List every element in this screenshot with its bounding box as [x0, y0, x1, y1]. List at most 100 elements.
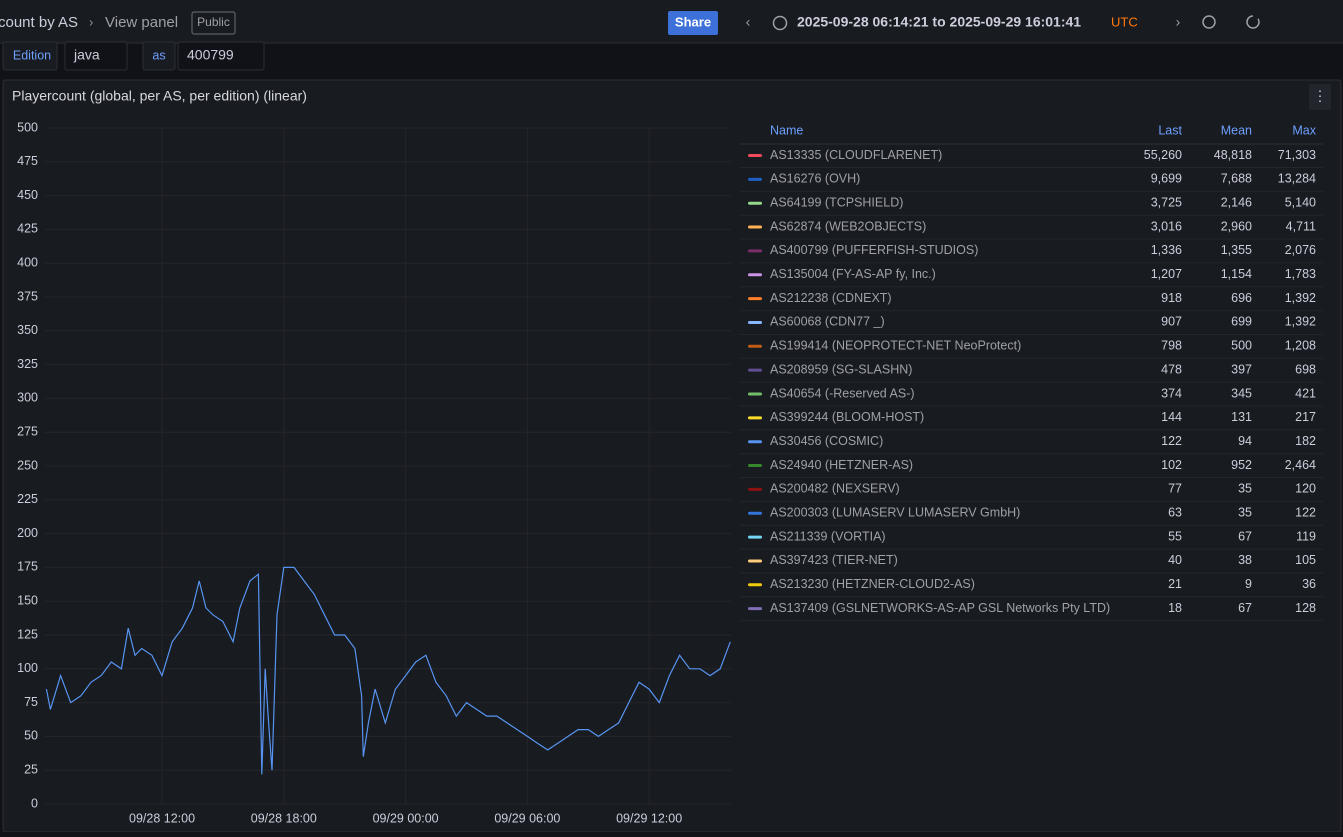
legend-max: 128: [1295, 601, 1316, 615]
badge: Public: [197, 15, 230, 29]
legend-mean: 1,154: [1221, 267, 1252, 281]
legend-swatch: [748, 344, 762, 348]
legend-swatch: [748, 297, 762, 301]
next-button[interactable]: ›: [1176, 14, 1181, 30]
x-tick-label: 09/29 12:00: [616, 811, 682, 825]
legend-swatch: [748, 607, 762, 611]
y-tick-label: 125: [17, 627, 38, 641]
legend-name: AS30456 (COSMIC): [770, 434, 883, 448]
chevron: ›: [89, 14, 93, 29]
legend-swatch: [748, 225, 762, 229]
legend-name: AS397423 (TIER-NET): [770, 553, 898, 567]
legend-header: Mean: [1221, 123, 1252, 137]
y-tick-label: 300: [17, 391, 38, 405]
view-panel[interactable]: View panel: [105, 14, 178, 31]
legend-swatch: [748, 583, 762, 587]
y-tick-label: 400: [17, 255, 38, 269]
legend-swatch: [748, 559, 762, 563]
legend-mean: 7,688: [1221, 172, 1252, 186]
legend-max: 217: [1295, 410, 1316, 424]
prev-button[interactable]: ‹: [746, 14, 751, 30]
legend-last: 907: [1161, 315, 1182, 329]
legend-swatch: [748, 487, 762, 491]
legend-last: 9,699: [1151, 172, 1182, 186]
refresh[interactable]: [1246, 15, 1260, 29]
legend-mean: 500: [1231, 339, 1252, 353]
x-tick-label: 09/29 06:00: [494, 811, 560, 825]
legend-mean: 67: [1238, 601, 1252, 615]
time-range[interactable]: 2025-09-28 06:14:21 to 2025-09-29 16:01:…: [797, 14, 1081, 30]
legend-max: 5,140: [1285, 195, 1316, 209]
legend-name: AS199414 (NEOPROTECT-NET NeoProtect): [770, 339, 1021, 353]
legend-name: AS40654 (-Reserved AS-): [770, 386, 915, 400]
legend-swatch: [748, 177, 762, 181]
legend-max: 1,392: [1285, 315, 1316, 329]
filter-select[interactable]: [177, 41, 265, 71]
filter-label-box: [142, 41, 176, 71]
legend-mean: 48,818: [1214, 148, 1252, 162]
y-tick-label: 375: [17, 289, 38, 303]
legend-mean: 397: [1231, 362, 1252, 376]
legend-last: 55,260: [1144, 148, 1182, 162]
breadcrumb[interactable]: count by AS: [0, 14, 78, 31]
panel-title: Playercount (global, per AS, per edition…: [12, 88, 307, 104]
x-tick-label: 09/29 00:00: [373, 811, 439, 825]
badge-box: [191, 11, 236, 35]
legend-swatch: [748, 535, 762, 539]
legend-mean: 952: [1231, 458, 1252, 472]
legend-max: 36: [1302, 577, 1316, 591]
legend-swatch: [748, 511, 762, 515]
legend-last: 3,016: [1151, 219, 1182, 233]
legend-name: AS137409 (GSLNETWORKS-AS-AP GSL Networks…: [770, 601, 1110, 615]
legend-max: 182: [1295, 434, 1316, 448]
legend-swatch: [748, 201, 762, 205]
legend-header: Max: [1292, 123, 1316, 137]
legend-max: 13,284: [1278, 172, 1316, 186]
legend-mean: 345: [1231, 386, 1252, 400]
filter-label-box: [2, 41, 58, 71]
legend-mean: 67: [1238, 529, 1252, 543]
legend-header: Name: [770, 123, 803, 137]
legend-swatch: [748, 273, 762, 277]
y-tick-label: 75: [24, 695, 38, 709]
legend-max: 119: [1296, 529, 1316, 543]
timezone[interactable]: UTC: [1111, 14, 1138, 29]
panel-menu[interactable]: [1309, 84, 1331, 110]
legend-last: 918: [1161, 291, 1182, 305]
legend-mean: 699: [1231, 315, 1252, 329]
legend-last: 1,336: [1151, 243, 1182, 257]
legend-max: 1,783: [1285, 267, 1316, 281]
legend-swatch: [748, 154, 762, 157]
legend-last: 77: [1168, 482, 1182, 496]
legend-max: 698: [1295, 362, 1316, 376]
legend-last: 55: [1168, 529, 1182, 543]
filter-value[interactable]: 400799: [187, 47, 234, 63]
legend-name: AS62874 (WEB2OBJECTS): [770, 219, 926, 233]
y-tick-label: 500: [17, 120, 38, 134]
share-button[interactable]: [668, 11, 718, 35]
legend-last: 144: [1161, 410, 1182, 424]
legend-last: 1,207: [1151, 267, 1182, 281]
legend-last: 798: [1161, 339, 1182, 353]
legend-mean: 94: [1238, 434, 1252, 448]
legend-swatch: [748, 440, 762, 444]
filter-value[interactable]: java: [73, 47, 100, 63]
legend-max: 122: [1295, 506, 1316, 520]
y-tick-label: 100: [17, 661, 38, 675]
legend-last: 18: [1168, 601, 1182, 615]
y-tick-label: 200: [17, 526, 38, 540]
share-label[interactable]: Share: [675, 14, 711, 29]
legend-last: 63: [1168, 506, 1182, 520]
filter-select[interactable]: [64, 41, 128, 71]
y-tick-label: 250: [17, 458, 38, 472]
filter-label: as: [152, 48, 165, 62]
legend-max: 1,392: [1285, 291, 1316, 305]
legend-mean: 1,355: [1221, 243, 1252, 257]
legend-last: 122: [1161, 434, 1182, 448]
legend-name: AS60068 (CDN77 _): [770, 315, 885, 329]
legend-mean: 35: [1238, 506, 1252, 520]
zoom-out[interactable]: [1202, 15, 1216, 29]
menu-icon[interactable]: ⋮: [1313, 88, 1327, 104]
